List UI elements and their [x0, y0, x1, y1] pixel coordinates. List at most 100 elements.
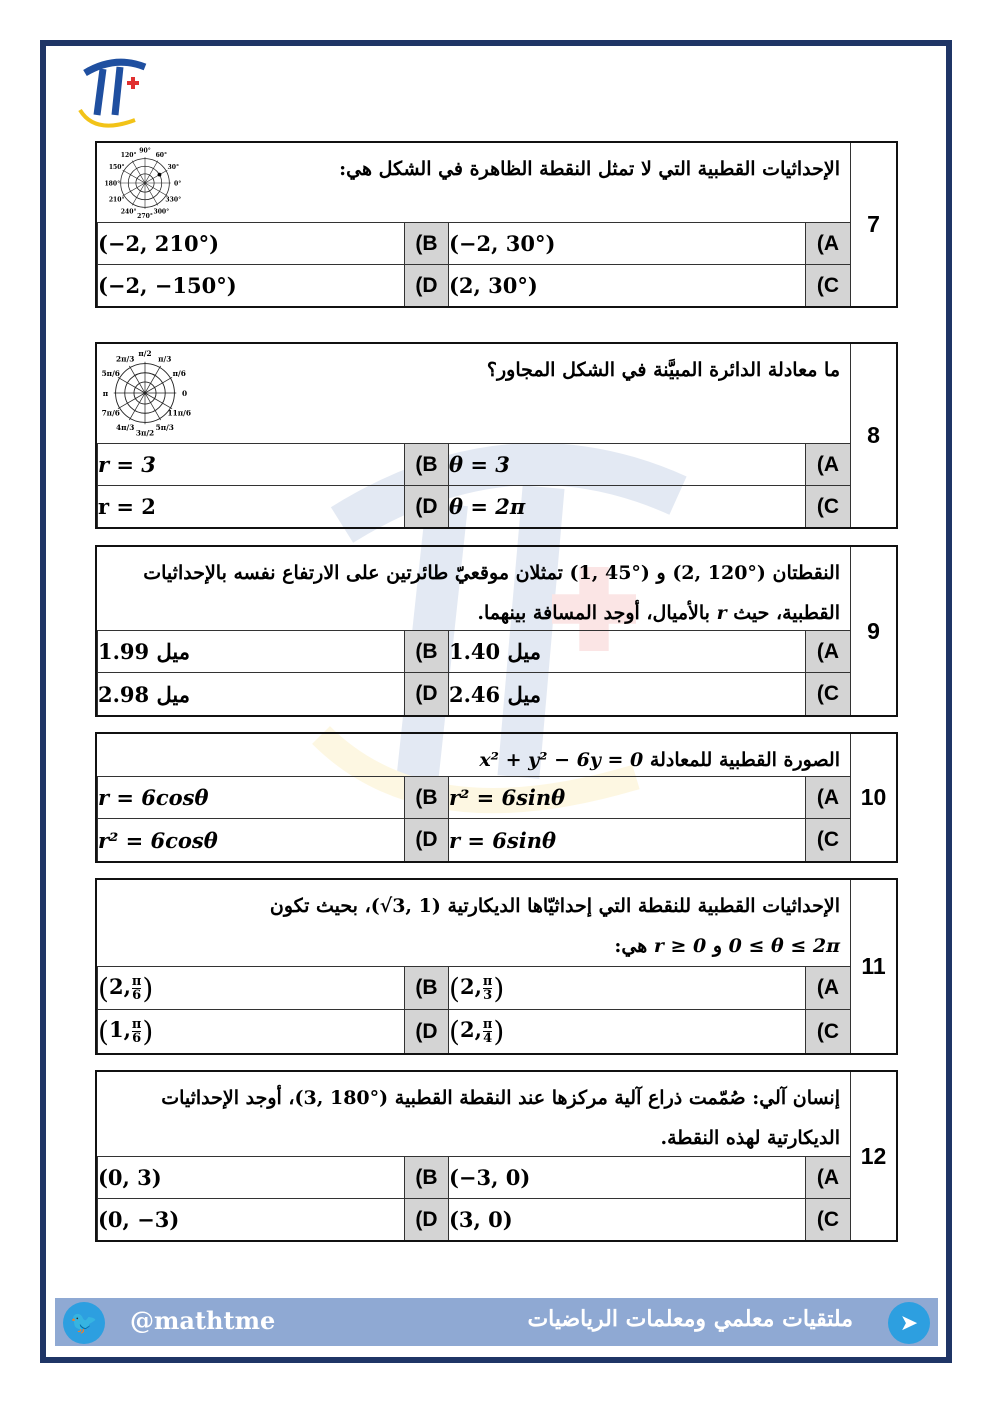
polar-ray	[144, 392, 161, 421]
math-expression: x² + y² − 6y = 0	[479, 749, 644, 771]
logo	[78, 58, 147, 128]
polar-ray	[144, 160, 159, 184]
option-letter[interactable]: D)	[404, 672, 448, 715]
polar-grid-figure: 0° 30°60° 90°120° 150° 180° 210° 240°270°300° 3…	[104, 148, 181, 220]
question-text-segment: تمثلان موقعيّ طائرتين على الارتفاع نفسه …	[143, 562, 840, 624]
question-text-segment: الإحداثيات القطبية للنقطة التي إحداثيّاه…	[440, 895, 840, 917]
question-text-segment: ، أوجد الإحداثيات الديكارتية لهذه النقطة…	[161, 1087, 840, 1149]
option-a-answer[interactable]: 1.40 ميل	[448, 630, 805, 672]
polar-angle-label: 300°	[153, 209, 169, 216]
option-letter[interactable]: D)	[404, 485, 448, 527]
option-c-answer[interactable]: (2, π 4)	[448, 1009, 805, 1053]
polar-angle-label: 270°	[137, 213, 153, 220]
option-letter[interactable]: D)	[404, 264, 448, 306]
option-d-answer[interactable]: (0, −3)	[97, 1198, 404, 1240]
option-letter[interactable]: D)	[404, 818, 448, 861]
option-a-answer[interactable]: θ = 3	[448, 443, 805, 485]
answer-r: 2	[108, 973, 124, 999]
denominator: 6	[132, 987, 142, 1003]
option-letter[interactable]: C)	[805, 1198, 850, 1240]
option-b-answer[interactable]: (0, 3)	[97, 1156, 404, 1198]
question-11: الإحداثيات القطبية للنقطة التي إحداثيّاه…	[95, 878, 898, 1055]
question-7: الإحداثيات القطبية التي لا تمثل النقطة ا…	[95, 141, 898, 308]
question-number: 7	[850, 143, 896, 306]
answer-r: 2	[459, 973, 475, 999]
answer-value: 2.46 ميل	[449, 681, 541, 707]
polar-angle-label: 0°	[174, 180, 181, 187]
option-b-answer[interactable]: r = 3	[97, 443, 404, 485]
option-letter[interactable]: B)	[404, 1156, 448, 1198]
option-c-answer[interactable]: (2, 30°)	[448, 264, 805, 306]
math-expression: (2, 120°)	[672, 562, 766, 584]
answer-value: (0, 3)	[98, 1165, 162, 1190]
option-c-answer[interactable]: r = 6sinθ	[448, 818, 805, 861]
fraction-answer: (2, π 6)	[98, 971, 154, 1005]
question-text-segment: الصورة القطبية للمعادلة	[643, 749, 840, 771]
math-expression: r	[716, 602, 727, 624]
option-c-answer[interactable]: θ = 2π	[448, 485, 805, 527]
answer-value: r = 6cosθ	[98, 785, 209, 810]
option-letter[interactable]: D)	[404, 1198, 448, 1240]
polar-angle-label: π	[103, 389, 109, 398]
polar-ray	[144, 392, 173, 409]
option-letter[interactable]: C)	[805, 818, 850, 861]
option-b-answer[interactable]: r = 6cosθ	[97, 776, 404, 818]
answer-value: (−2, 30°)	[449, 231, 556, 256]
option-letter[interactable]: B)	[404, 966, 448, 1009]
footer-handle[interactable]: @mathtme	[130, 1306, 276, 1335]
footer-banner: 🐦 @mathtme ملتقيات معلمي ومعلمات الرياضي…	[55, 1298, 938, 1346]
option-letter[interactable]: A)	[805, 222, 850, 264]
answer-r: 1	[108, 1017, 124, 1042]
option-letter[interactable]: B)	[404, 776, 448, 818]
option-letter[interactable]: B)	[404, 443, 448, 485]
option-letter[interactable]: B)	[404, 630, 448, 672]
option-d-answer[interactable]: r = 2	[97, 485, 404, 527]
option-d-answer[interactable]: (1, π 6)	[97, 1009, 404, 1053]
option-letter[interactable]: C)	[805, 264, 850, 306]
telegram-icon[interactable]: ➤	[888, 1302, 930, 1344]
option-a-answer[interactable]: (2, π 3)	[448, 966, 805, 1009]
polar-point	[157, 172, 162, 177]
option-b-answer[interactable]: (2, π 6)	[97, 966, 404, 1009]
option-a-answer[interactable]: r² = 6sinθ	[448, 776, 805, 818]
polar-angle-label: 5π/6	[102, 369, 120, 378]
option-letter[interactable]: A)	[805, 443, 850, 485]
question-number: 12	[850, 1072, 896, 1240]
question-text: الإحداثيات القطبية التي لا تمثل النقطة ا…	[97, 143, 850, 222]
option-letter[interactable]: A)	[805, 630, 850, 672]
math-expression: (√3, 1)	[370, 895, 441, 917]
answer-value: r = 2	[98, 494, 156, 519]
numerator: π	[482, 1017, 493, 1032]
answer-value: (−3, 0)	[449, 1165, 531, 1190]
option-b-answer[interactable]: (−2, 210°)	[97, 222, 404, 264]
question-number: 9	[850, 547, 896, 715]
option-letter[interactable]: A)	[805, 1156, 850, 1198]
option-d-answer[interactable]: (−2, −150°)	[97, 264, 404, 306]
twitter-icon[interactable]: 🐦	[63, 1302, 105, 1344]
polar-ray	[144, 377, 173, 394]
option-c-answer[interactable]: (3, 0)	[448, 1198, 805, 1240]
option-b-answer[interactable]: 1.99 ميل	[97, 630, 404, 672]
polar-ray	[122, 169, 146, 184]
polar-angle-label: 11π/6	[168, 409, 191, 418]
option-d-answer[interactable]: 2.98 ميل	[97, 672, 404, 715]
option-c-answer[interactable]: 2.46 ميل	[448, 672, 805, 715]
answer-value: 1.40 ميل	[449, 639, 541, 664]
question-text-segment: و	[649, 562, 673, 584]
option-letter[interactable]: C)	[805, 485, 850, 527]
polar-angle-label: 7π/6	[102, 409, 120, 418]
option-letter[interactable]: C)	[805, 1009, 850, 1053]
option-letter[interactable]: C)	[805, 672, 850, 715]
numerator: π	[131, 1017, 142, 1032]
option-letter[interactable]: A)	[805, 966, 850, 1009]
option-letter[interactable]: A)	[805, 776, 850, 818]
footer-channel: ملتقيات معلمي ومعلمات الرياضيات	[527, 1306, 853, 1332]
option-letter[interactable]: B)	[404, 222, 448, 264]
answer-r: 2	[459, 1017, 475, 1042]
question-text-segment: الإحداثيات القطبية التي لا تمثل النقطة ا…	[339, 158, 840, 180]
option-a-answer[interactable]: (−3, 0)	[448, 1156, 805, 1198]
option-letter[interactable]: D)	[404, 1009, 448, 1053]
option-d-answer[interactable]: r² = 6cosθ	[97, 818, 404, 861]
option-a-answer[interactable]: (−2, 30°)	[448, 222, 805, 264]
